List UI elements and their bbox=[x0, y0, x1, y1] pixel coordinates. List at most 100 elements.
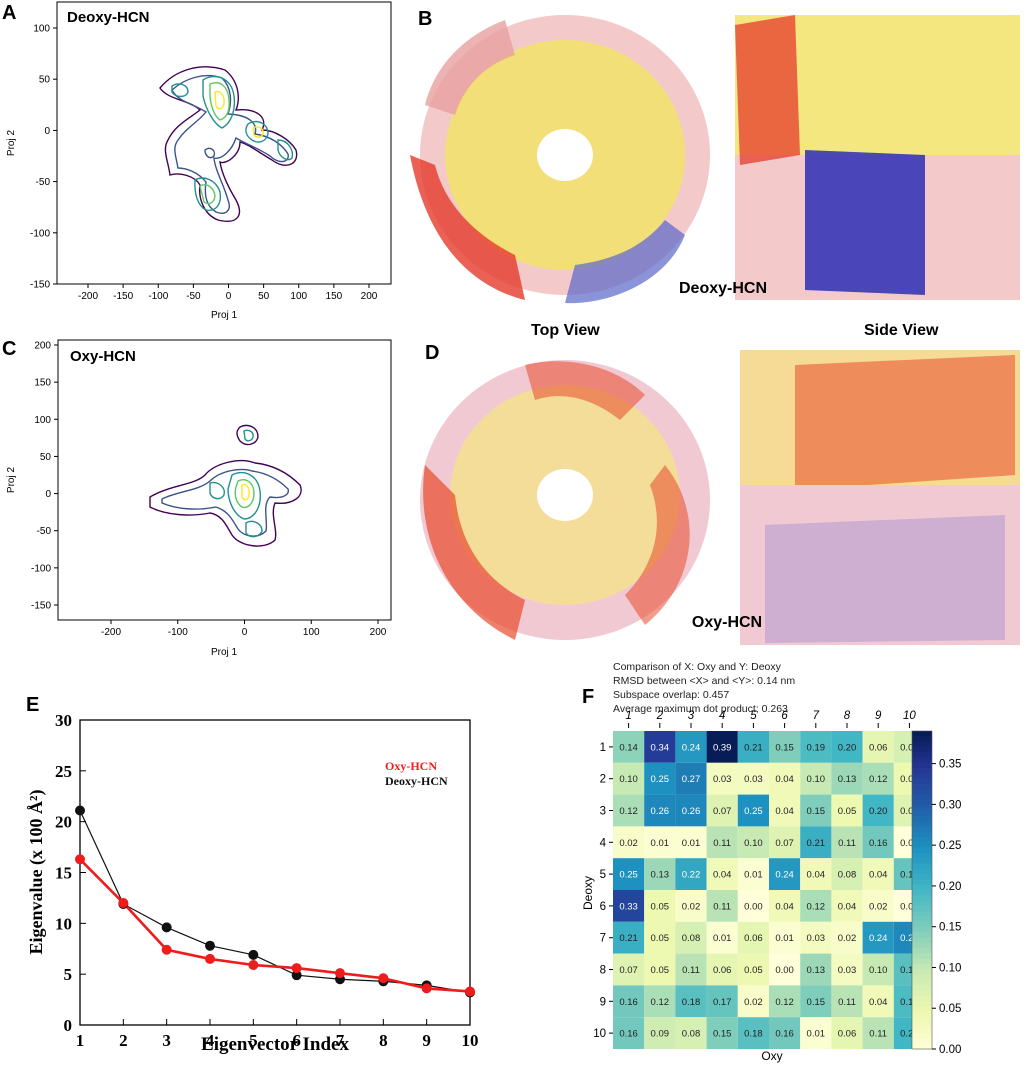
f-colorbar-segment bbox=[912, 826, 932, 833]
f-cell-label: 0.06 bbox=[869, 742, 888, 753]
f-cell-label: 0.11 bbox=[713, 838, 731, 849]
f-colorbar-segment bbox=[912, 985, 932, 992]
f-cell bbox=[706, 953, 738, 986]
panel-f-heatmap: Comparison of X: Oxy and Y: Deoxy RMSD b… bbox=[520, 655, 1031, 1067]
e-xtick-label: 6 bbox=[292, 1031, 301, 1050]
f-cell-label: 0.18 bbox=[744, 1029, 763, 1040]
e-xtick-label: 9 bbox=[422, 1031, 431, 1050]
f-colorbar-segment bbox=[912, 1038, 932, 1045]
f-cell-label: 0.04 bbox=[869, 997, 888, 1008]
f-colorbar-segment bbox=[912, 879, 932, 886]
e-point-oxy bbox=[335, 968, 345, 979]
f-cell-label: 0.13 bbox=[838, 774, 857, 785]
f-colorbar-tick-label: 0.00 bbox=[939, 1044, 961, 1056]
f-colorbar-segment bbox=[912, 948, 932, 955]
f-cell bbox=[737, 921, 769, 954]
f-cell bbox=[831, 985, 863, 1018]
f-cell-label: 0.04 bbox=[807, 870, 826, 881]
f-cell bbox=[769, 731, 801, 763]
f-cell bbox=[800, 858, 832, 890]
f-header: Comparison of X: Oxy and Y: Deoxy RMSD b… bbox=[613, 661, 795, 715]
panel-c-xlabel: Proj 1 bbox=[211, 647, 238, 658]
f-cell bbox=[675, 794, 707, 827]
e-xtick-label: 1 bbox=[76, 1031, 85, 1050]
f-cell bbox=[613, 826, 645, 859]
f-cell-label: 0.18 bbox=[682, 997, 701, 1008]
a-ytick-label: 100 bbox=[33, 24, 50, 35]
a-xtick-label: -100 bbox=[148, 291, 168, 302]
a-ytick-label: 0 bbox=[44, 126, 50, 137]
f-cell-label: 0.12 bbox=[651, 997, 670, 1008]
e-ytick-label: 10 bbox=[55, 914, 72, 933]
e-legend-oxy: Oxy-HCN bbox=[385, 759, 437, 773]
a-xtick-label: 50 bbox=[258, 291, 270, 302]
panel-letter-d: D bbox=[425, 342, 440, 364]
f-colorbar-segment bbox=[912, 921, 932, 928]
e-point-deoxy bbox=[205, 940, 215, 951]
f-cell bbox=[675, 953, 707, 986]
a-xtick-label: -150 bbox=[113, 291, 133, 302]
c-xtick-label: 0 bbox=[242, 627, 248, 638]
f-cell-label: 0.09 bbox=[651, 1029, 670, 1040]
a-ytick-label: -100 bbox=[30, 228, 50, 239]
b-side-view-structure bbox=[735, 15, 1020, 300]
f-cell-label: 0.11 bbox=[682, 965, 700, 976]
e-ytick-label: 30 bbox=[55, 711, 72, 730]
f-cell bbox=[769, 985, 801, 1018]
f-cell bbox=[613, 1017, 645, 1049]
c-ytick-label: -50 bbox=[37, 526, 52, 537]
f-cell-label: 0.06 bbox=[744, 933, 763, 944]
f-cell-label: 0.16 bbox=[619, 1029, 638, 1040]
f-colorbar-segment bbox=[912, 943, 932, 949]
f-cell-label: 0.15 bbox=[807, 806, 826, 817]
f-colorbar-segment bbox=[912, 1001, 932, 1008]
f-cell-label: 0.14 bbox=[619, 742, 638, 753]
f-cell bbox=[706, 762, 738, 795]
a-xtick-label: -50 bbox=[186, 291, 201, 302]
f-cell-label: 0.39 bbox=[713, 742, 732, 753]
e-ytick-label: 25 bbox=[55, 762, 72, 781]
panel-a-density-contours bbox=[159, 66, 298, 222]
f-cell-label: 0.10 bbox=[807, 774, 826, 785]
f-cell-label: 0.05 bbox=[651, 933, 670, 944]
e-ytick-label: 20 bbox=[55, 813, 72, 832]
e-series-line-oxy bbox=[79, 858, 471, 993]
e-point-oxy bbox=[378, 973, 389, 984]
f-cell bbox=[675, 985, 707, 1018]
f-cell bbox=[800, 762, 832, 795]
f-xtick-label: 6 bbox=[781, 710, 788, 722]
panel-c-x-ticks: -200 -100 0 100 200 bbox=[101, 620, 387, 638]
c-xtick-label: -200 bbox=[101, 627, 121, 638]
f-cell-label: 0.11 bbox=[713, 901, 731, 912]
f-cell-label: 0.17 bbox=[900, 870, 919, 881]
f-cell bbox=[706, 985, 738, 1018]
e-xtick-label: 5 bbox=[249, 1031, 258, 1050]
f-cell-label: 0.00 bbox=[900, 901, 919, 912]
f-cell bbox=[831, 858, 863, 890]
f-cell bbox=[675, 858, 707, 890]
f-xtick-label: 2 bbox=[656, 710, 664, 722]
f-cell bbox=[800, 731, 832, 763]
f-cell-label: 0.08 bbox=[682, 933, 701, 944]
f-colorbar-segment bbox=[912, 810, 932, 817]
f-cell-label: 0.16 bbox=[619, 997, 638, 1008]
f-cell-label: 0.05 bbox=[900, 774, 919, 785]
f-cell-label: 0.08 bbox=[682, 1029, 701, 1040]
f-colorbar-segment bbox=[912, 831, 932, 838]
d-top-view-structure bbox=[420, 360, 710, 640]
f-cell-label: 0.17 bbox=[713, 997, 732, 1008]
c-ytick-label: -150 bbox=[31, 601, 51, 612]
panel-letter-e: E bbox=[26, 694, 40, 716]
f-cell-label: 0.12 bbox=[619, 806, 638, 817]
f-cell bbox=[831, 921, 863, 954]
f-cell bbox=[831, 1017, 863, 1049]
f-cell bbox=[675, 731, 707, 763]
f-colorbar-segment bbox=[912, 937, 932, 944]
f-cell bbox=[862, 953, 894, 986]
f-colorbar-segment bbox=[912, 863, 932, 870]
f-cell bbox=[862, 1017, 894, 1049]
f-cell bbox=[644, 890, 676, 922]
c-ytick-label: 50 bbox=[40, 452, 52, 463]
f-cell bbox=[862, 921, 894, 954]
f-cell-label: 0.21 bbox=[744, 742, 763, 753]
